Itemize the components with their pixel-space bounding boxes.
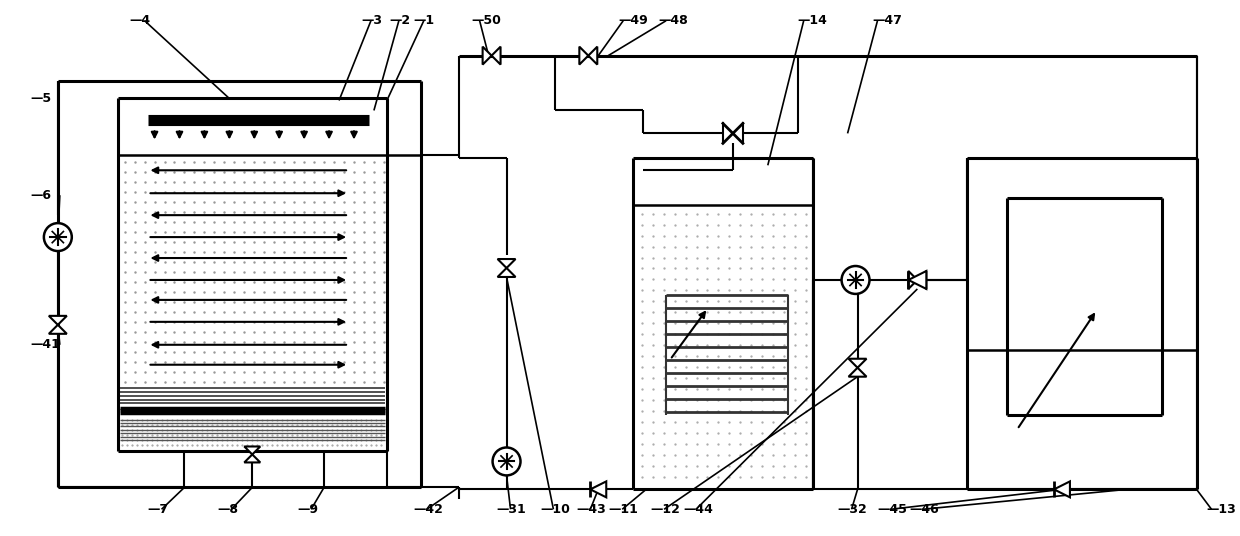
Text: —6: —6 xyxy=(30,189,51,202)
Text: —14: —14 xyxy=(797,14,827,27)
Polygon shape xyxy=(491,47,501,64)
Text: —49: —49 xyxy=(619,14,649,27)
Polygon shape xyxy=(588,47,598,64)
Text: —3: —3 xyxy=(361,14,382,27)
Polygon shape xyxy=(848,359,867,368)
Text: —12: —12 xyxy=(650,503,680,516)
Polygon shape xyxy=(909,271,926,289)
Text: —9: —9 xyxy=(298,503,319,516)
Polygon shape xyxy=(244,455,260,463)
Polygon shape xyxy=(1054,481,1070,497)
Text: —10: —10 xyxy=(541,503,570,516)
Text: —50: —50 xyxy=(471,14,501,27)
Polygon shape xyxy=(579,47,588,64)
Text: —48: —48 xyxy=(658,14,688,27)
Polygon shape xyxy=(497,268,516,277)
Text: —5: —5 xyxy=(30,92,51,105)
Text: —8: —8 xyxy=(217,503,238,516)
Text: —13: —13 xyxy=(1207,503,1236,516)
Text: —2: —2 xyxy=(389,14,410,27)
Circle shape xyxy=(492,448,521,475)
Polygon shape xyxy=(482,47,491,64)
Text: —44: —44 xyxy=(683,503,713,516)
Circle shape xyxy=(43,223,72,251)
Text: —1: —1 xyxy=(414,14,435,27)
Text: —31: —31 xyxy=(496,503,526,516)
Text: —32: —32 xyxy=(837,503,867,516)
Text: —47: —47 xyxy=(873,14,903,27)
Polygon shape xyxy=(48,325,67,334)
Polygon shape xyxy=(848,368,867,377)
Text: —43: —43 xyxy=(577,503,606,516)
Polygon shape xyxy=(590,481,606,497)
Text: —4: —4 xyxy=(130,14,151,27)
Text: —42: —42 xyxy=(414,503,444,516)
Polygon shape xyxy=(918,271,926,289)
Text: —46: —46 xyxy=(909,503,939,516)
Polygon shape xyxy=(497,259,516,268)
Text: —11: —11 xyxy=(609,503,639,516)
Text: —7: —7 xyxy=(148,503,169,516)
Circle shape xyxy=(842,266,869,294)
Polygon shape xyxy=(909,271,918,289)
Text: —41: —41 xyxy=(30,338,60,351)
Polygon shape xyxy=(48,316,67,325)
Polygon shape xyxy=(244,446,260,455)
Text: —45: —45 xyxy=(878,503,908,516)
